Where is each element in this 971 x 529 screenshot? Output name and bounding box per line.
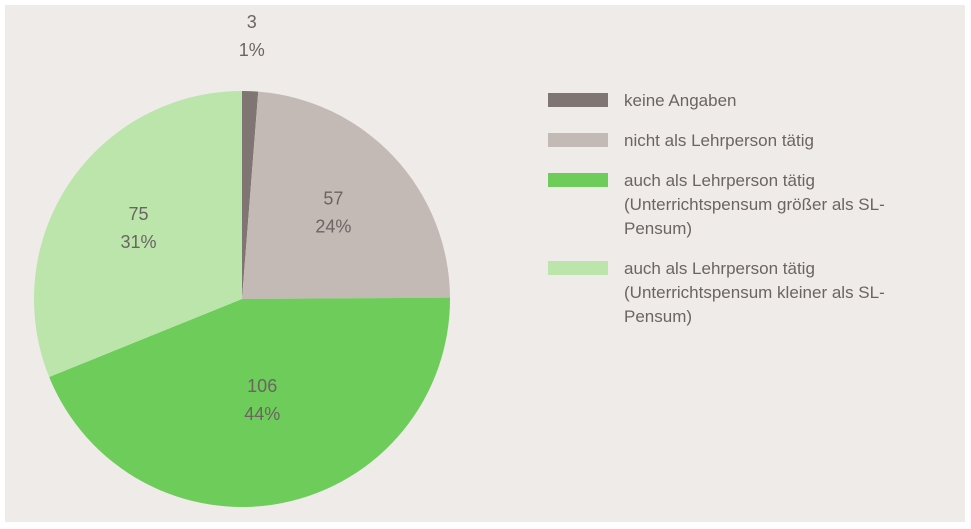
legend-entry: auch als Lehrperson tätig (Unterrichtspe… (548, 257, 909, 329)
slice-value-label: 106 (247, 376, 277, 396)
pie-slice (34, 91, 243, 378)
legend-label: nicht als Lehrperson tätig (624, 131, 814, 150)
slice-percent-label: 44% (244, 404, 280, 424)
pie-slice (49, 297, 451, 507)
slice-value-label: 75 (129, 204, 149, 224)
slice-percent-label: 31% (121, 232, 157, 252)
slice-value-label: 3 (247, 12, 257, 32)
legend-label: keine Angaben (624, 91, 737, 110)
legend-swatch (548, 173, 608, 187)
legend-entry: nicht als Lehrperson tätig (548, 129, 909, 153)
pie-slice (242, 91, 259, 299)
legend-swatch (548, 133, 608, 147)
legend-label: auch als Lehrperson tätig (Unterrichtspe… (624, 171, 885, 238)
legend-entry: keine Angaben (548, 89, 909, 113)
legend-label: auch als Lehrperson tätig (Unterrichtspe… (624, 259, 885, 326)
slice-percent-label: 24% (315, 217, 351, 237)
legend-swatch (548, 93, 608, 107)
pie-slice (242, 91, 450, 299)
slice-percent-label: 1% (239, 40, 265, 60)
legend: keine Angaben nicht als Lehrperson tätig a… (548, 89, 909, 345)
chart-panel: 3 1% 57 24% 106 44% 75 31% keine Angaben nicht a… (5, 5, 965, 522)
legend-entry: auch als Lehrperson tätig (Unterrichtspe… (548, 169, 909, 241)
legend-swatch (548, 261, 608, 275)
slice-value-label: 57 (323, 189, 343, 209)
